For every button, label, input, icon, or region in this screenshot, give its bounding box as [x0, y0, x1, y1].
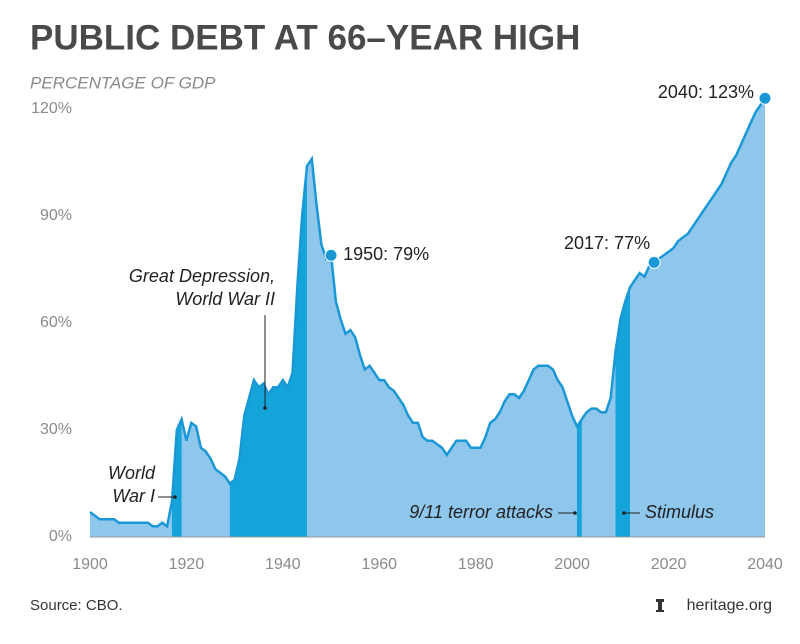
- x-tick-label: 1920: [169, 556, 205, 573]
- x-tick-label: 2020: [651, 556, 687, 573]
- annotation-dot: [647, 255, 661, 269]
- annotation-label: 2017: 77%: [564, 233, 650, 253]
- subtitle: PERCENTAGE OF GDP: [30, 73, 216, 92]
- x-tick-label: 1980: [458, 556, 494, 573]
- highlight-label: World: [108, 463, 156, 483]
- y-tick-label: 90%: [40, 207, 72, 224]
- x-tick-label: 1940: [265, 556, 301, 573]
- x-tick-label: 2000: [554, 556, 590, 573]
- highlight-area: [171, 419, 182, 537]
- leader-dot: [622, 511, 626, 515]
- annotation-dot: [324, 248, 338, 262]
- y-tick-label: 60%: [40, 314, 72, 331]
- y-tick-label: 30%: [40, 421, 72, 438]
- leader-dot: [573, 511, 577, 515]
- y-tick-label: 120%: [31, 100, 72, 117]
- highlight-area: [576, 419, 582, 537]
- highlight-label: 9/11 terror attacks: [409, 502, 553, 522]
- area: [90, 98, 765, 538]
- highlight-area: [229, 166, 307, 537]
- highlight-label: War I: [112, 486, 155, 506]
- annotation-label: 2040: 123%: [658, 82, 754, 102]
- x-tick-label: 1900: [72, 556, 108, 573]
- brand: heritage.org: [687, 597, 772, 614]
- y-tick-label: 0%: [49, 528, 72, 545]
- highlight-label: World War II: [175, 289, 275, 309]
- highlight-area: [615, 287, 630, 537]
- annotation-label: 1950: 79%: [343, 244, 429, 264]
- leader-dot: [263, 406, 267, 410]
- chart-title: PUBLIC DEBT AT 66–YEAR HIGH: [30, 18, 580, 57]
- highlight-label: Great Depression,: [129, 266, 275, 286]
- highlight-label: Stimulus: [645, 502, 714, 522]
- annotation-dot: [758, 91, 772, 105]
- brand-icon: [656, 599, 664, 612]
- x-tick-label: 2040: [747, 556, 783, 573]
- source: Source: CBO.: [30, 597, 123, 614]
- leader-dot: [173, 495, 177, 499]
- x-tick-label: 1960: [361, 556, 397, 573]
